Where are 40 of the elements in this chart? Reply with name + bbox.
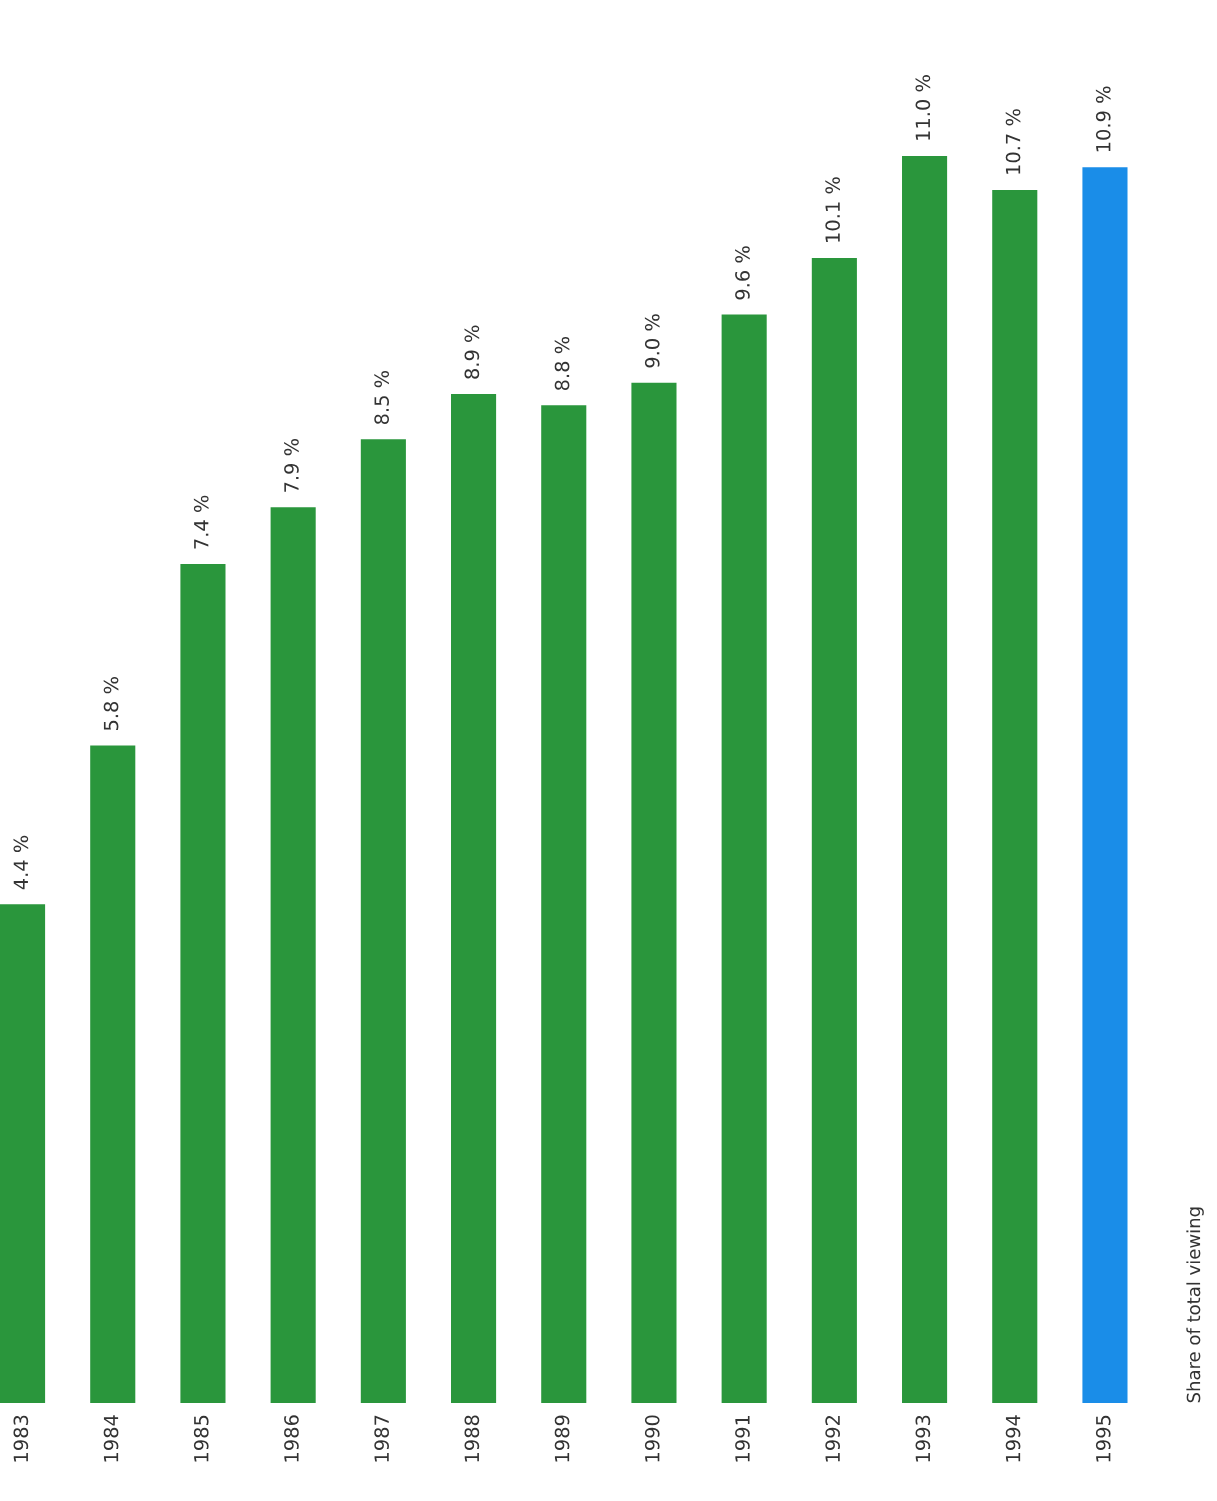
- data-label: 10.9 %: [1095, 86, 1111, 152]
- x-tick-label: 1985: [193, 1415, 209, 1462]
- data-label: 8.8 %: [554, 336, 570, 391]
- bar: [360, 439, 406, 1403]
- data-label: 8.9 %: [464, 325, 480, 379]
- bar: [631, 382, 677, 1403]
- bar: [0, 904, 46, 1403]
- x-tick-label: 1995: [1095, 1415, 1111, 1462]
- data-label: 5.8 %: [103, 677, 119, 731]
- data-label: 7.9 %: [284, 438, 299, 492]
- x-tick-label: 1993: [915, 1415, 931, 1462]
- x-tick-label: 1987: [374, 1415, 389, 1462]
- data-label: 10.7 %: [1005, 109, 1021, 174]
- x-tick-label: 1988: [464, 1415, 480, 1462]
- bar: [721, 314, 767, 1403]
- data-label: 9.0 %: [644, 314, 660, 368]
- data-label: 4.4 %: [13, 835, 29, 890]
- y-axis-title: Share of total viewing: [1186, 1207, 1204, 1403]
- x-tick-label: 1992: [825, 1416, 840, 1462]
- bar: [180, 564, 226, 1403]
- x-tick-label: 1986: [284, 1415, 299, 1462]
- x-tick-label: 1990: [644, 1415, 660, 1462]
- bar: [992, 189, 1038, 1403]
- data-label: 8.5 %: [374, 370, 389, 425]
- x-tick-label: 1983: [13, 1415, 29, 1462]
- bar: [541, 405, 587, 1403]
- x-tick-label: 1994: [1005, 1415, 1021, 1462]
- bar: [90, 745, 136, 1403]
- data-label: 10.1 %: [825, 177, 840, 242]
- bar: [451, 393, 497, 1403]
- bar: [1082, 167, 1128, 1403]
- data-label: 11.0 %: [915, 75, 931, 140]
- x-tick-label: 1991: [735, 1415, 750, 1462]
- bar: [902, 155, 948, 1403]
- bar: [811, 257, 857, 1403]
- data-label: 9.6 %: [735, 246, 750, 300]
- x-tick-label: 1984: [103, 1415, 119, 1462]
- bar: [270, 507, 316, 1403]
- x-tick-label: 1989: [554, 1415, 570, 1462]
- data-label: 7.4 %: [193, 495, 209, 549]
